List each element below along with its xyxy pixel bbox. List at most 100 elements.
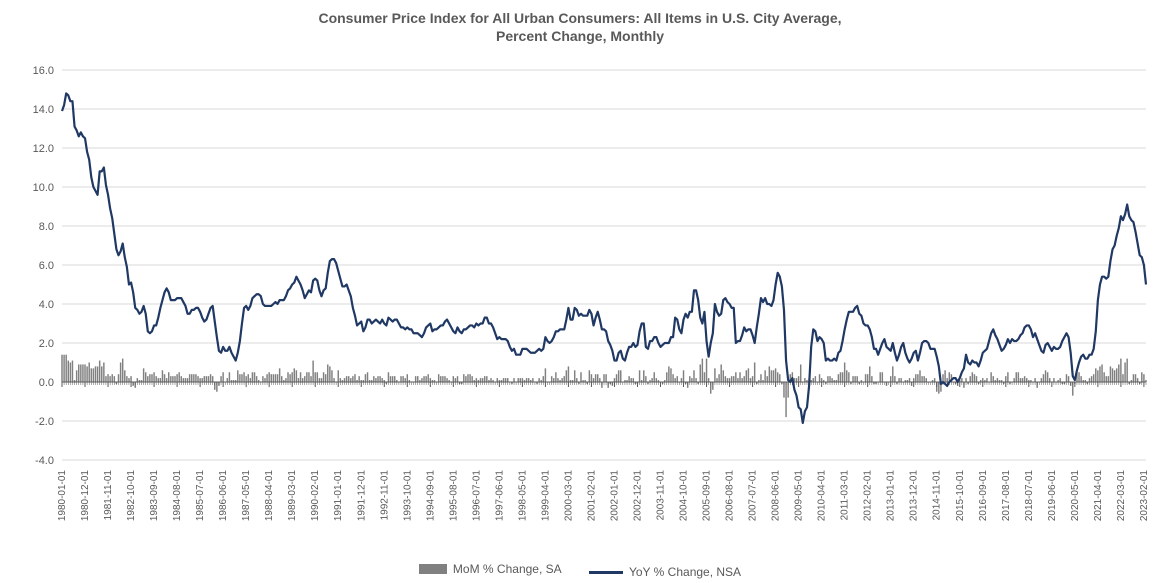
bar: [402, 376, 403, 382]
bar: [379, 376, 380, 382]
bar: [201, 378, 202, 382]
bar: [1093, 374, 1094, 382]
x-tick-label: 2014-11-01: [932, 470, 943, 521]
bar: [279, 368, 280, 382]
x-tick-label: 1995-08-01: [448, 470, 459, 522]
bar: [310, 376, 311, 382]
bar: [256, 376, 257, 382]
x-tick-label: 1980-01-01: [57, 470, 68, 522]
bar: [779, 374, 780, 382]
bar: [815, 376, 816, 382]
x-tick-label: 1986-06-01: [218, 470, 229, 522]
bar: [381, 378, 382, 382]
x-tick-label: 1994-09-01: [425, 470, 436, 522]
bar: [821, 378, 822, 382]
bar: [557, 378, 558, 382]
bar: [147, 376, 148, 382]
x-tick-label: 2000-03-01: [563, 470, 574, 522]
x-tick-label: 2015-10-01: [955, 470, 966, 522]
legend-label-line: YoY % Change, NSA: [629, 565, 741, 579]
bar: [490, 378, 491, 382]
x-tick-label: 1993-10-01: [402, 470, 413, 522]
x-tick-label: 1989-03-01: [287, 470, 298, 522]
bar: [867, 374, 868, 382]
x-tick-label: 2020-05-01: [1070, 470, 1081, 522]
bar: [674, 378, 675, 382]
bar: [329, 366, 330, 382]
bar: [1005, 376, 1006, 382]
gridlines: [62, 70, 1146, 460]
bar: [1007, 372, 1008, 382]
bar: [1112, 368, 1113, 382]
bar: [187, 378, 188, 382]
bar: [86, 366, 87, 382]
bar: [630, 378, 631, 382]
bar: [197, 376, 198, 382]
bar: [400, 376, 401, 382]
bar: [645, 376, 646, 382]
bar: [394, 376, 395, 382]
bar: [172, 376, 173, 382]
bar: [769, 366, 770, 382]
line-series: [62, 93, 1146, 423]
x-tick-label: 1990-02-01: [310, 470, 321, 522]
bar: [616, 374, 617, 382]
bar: [748, 368, 749, 382]
y-tick-label: 10.0: [33, 182, 54, 194]
bar: [538, 378, 539, 382]
x-tick-label: 2013-01-01: [886, 470, 897, 522]
bar: [275, 374, 276, 382]
bar: [107, 374, 108, 382]
bar: [153, 372, 154, 382]
bar: [871, 376, 872, 382]
x-tick-label: 1980-12-01: [80, 470, 91, 522]
bar: [1013, 378, 1014, 382]
bar: [166, 378, 167, 382]
bar: [900, 378, 901, 382]
bar: [505, 378, 506, 382]
bar: [327, 364, 328, 382]
bar: [706, 359, 707, 382]
bar: [735, 372, 736, 382]
bar: [151, 374, 152, 382]
bar: [446, 378, 447, 382]
bar: [1118, 364, 1119, 382]
bar: [921, 376, 922, 382]
bar: [126, 376, 127, 382]
bar: [503, 378, 504, 382]
bar: [1045, 370, 1046, 382]
bar-series: [61, 355, 1146, 417]
bar: [204, 376, 205, 382]
bar: [633, 378, 634, 382]
bar: [120, 363, 121, 383]
bar: [838, 374, 839, 382]
x-ticks: 1980-01-011980-12-011981-11-011982-10-01…: [57, 382, 1150, 521]
bar: [304, 376, 305, 382]
bar: [294, 368, 295, 382]
bar: [526, 378, 527, 382]
bar: [440, 376, 441, 382]
bar: [145, 372, 146, 382]
bar: [854, 376, 855, 382]
bar: [302, 378, 303, 382]
bar: [800, 364, 801, 382]
x-tick-label: 2023-02-01: [1139, 470, 1150, 522]
bar: [827, 376, 828, 382]
bar: [1022, 378, 1023, 382]
bar: [84, 364, 85, 382]
bar: [683, 370, 684, 382]
bar: [181, 376, 182, 382]
x-tick-label: 2008-06-01: [771, 470, 782, 522]
bar: [842, 372, 843, 382]
bar: [427, 374, 428, 382]
bar: [430, 378, 431, 382]
x-tick-label: 2011-03-01: [840, 470, 851, 521]
bar: [599, 378, 600, 382]
bar: [388, 372, 389, 382]
bar: [143, 368, 144, 382]
x-tick-label: 2003-11-01: [656, 470, 667, 521]
bar: [702, 359, 703, 382]
bar: [65, 355, 66, 382]
bar: [831, 378, 832, 382]
bar: [333, 378, 334, 382]
